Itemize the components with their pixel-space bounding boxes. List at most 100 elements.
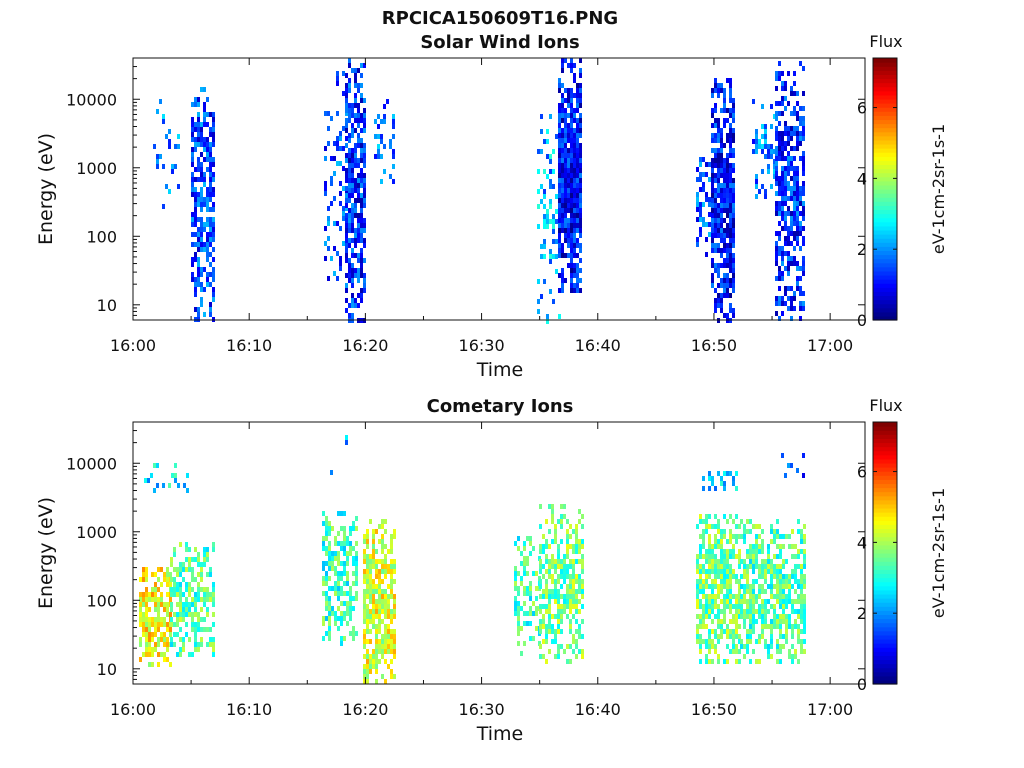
flux-cell [729, 133, 732, 138]
flux-cell [560, 514, 563, 519]
flux-cell [357, 113, 360, 118]
colorbar-segment [873, 103, 897, 108]
flux-cell [773, 614, 776, 619]
flux-cell [723, 594, 726, 599]
flux-cell [545, 584, 548, 589]
flux-cell [170, 557, 173, 562]
flux-cell [549, 159, 552, 164]
flux-cell [142, 597, 145, 602]
flux-cell [785, 599, 788, 604]
flux-cell [764, 609, 767, 614]
flux-cell [169, 627, 172, 632]
flux-cell [194, 642, 197, 647]
flux-cell [209, 222, 212, 227]
flux-cell [735, 604, 738, 609]
flux-cell [717, 574, 720, 579]
flux-cell [345, 203, 348, 208]
flux-cell [782, 534, 785, 539]
flux-cell [696, 177, 699, 182]
flux-cell [378, 604, 381, 609]
flux-cell [336, 221, 339, 226]
flux-cell [142, 627, 145, 632]
flux-cell [163, 607, 166, 612]
flux-cell [717, 228, 720, 233]
flux-cell [351, 248, 354, 253]
flux-cell [779, 604, 782, 609]
flux-cell [351, 193, 354, 198]
flux-cell [563, 579, 566, 584]
flux-cell [749, 614, 752, 619]
flux-cell [375, 624, 378, 629]
flux-cell [333, 221, 336, 226]
flux-cell [203, 602, 206, 607]
flux-cell [327, 141, 330, 146]
flux-cell [337, 531, 340, 536]
flux-cell [702, 609, 705, 614]
flux-cell [360, 253, 363, 258]
flux-cell [197, 102, 200, 107]
flux-cell [558, 273, 561, 278]
flux-cell [787, 131, 790, 136]
flux-cell [726, 138, 729, 143]
flux-cell [558, 148, 561, 153]
flux-cell [702, 584, 705, 589]
flux-cell [191, 597, 194, 602]
flux-cell [723, 313, 726, 318]
flux-cell [784, 291, 787, 296]
flux-cell [732, 313, 735, 318]
flux-cell [142, 567, 145, 572]
flux-cell [348, 313, 351, 318]
flux-cell [369, 569, 372, 574]
flux-cell [327, 236, 330, 241]
flux-cell [363, 594, 366, 599]
flux-cell [206, 222, 209, 227]
flux-cell [357, 133, 360, 138]
flux-cell [555, 239, 558, 244]
flux-cell [569, 534, 572, 539]
flux-cell [717, 604, 720, 609]
flux-cell [327, 206, 330, 211]
flux-cell [197, 227, 200, 232]
flux-cell [339, 146, 342, 151]
colorbar-segment [873, 311, 897, 317]
flux-cell [542, 574, 545, 579]
flux-cell [378, 619, 381, 624]
flux-cell [717, 639, 720, 644]
flux-cell [156, 164, 159, 169]
flux-cell [334, 541, 337, 546]
colorbar-segment [873, 82, 897, 88]
flux-cell [746, 584, 749, 589]
flux-cell [552, 184, 555, 189]
flux-cell [139, 592, 142, 597]
flux-cell [785, 619, 788, 624]
flux-cell [212, 192, 215, 197]
flux-cell [360, 83, 363, 88]
flux-cell [170, 637, 173, 642]
flux-cell [705, 252, 708, 257]
flux-cell [549, 259, 552, 264]
flux-cell [564, 153, 567, 158]
flux-cell [573, 188, 576, 193]
flux-cell [185, 602, 188, 607]
flux-cell [790, 256, 793, 261]
colorbar-segment [873, 454, 897, 460]
flux-cell [720, 539, 723, 544]
flux-cell [564, 198, 567, 203]
flux-cell [197, 597, 200, 602]
flux-cell [357, 228, 360, 233]
flux-cell [726, 273, 729, 278]
flux-cell [767, 549, 770, 554]
flux-cell [711, 544, 714, 549]
flux-cell [711, 183, 714, 188]
flux-cell [787, 256, 790, 261]
flux-cell [328, 576, 331, 581]
flux-cell [784, 96, 787, 101]
flux-cell [720, 298, 723, 303]
flux-cell [348, 228, 351, 233]
colorbar-tick-label: 0 [857, 675, 867, 694]
flux-cell [191, 622, 194, 627]
x-tick-label: 16:10 [226, 700, 272, 719]
colorbar-segment [873, 279, 897, 284]
flux-cell [545, 579, 548, 584]
